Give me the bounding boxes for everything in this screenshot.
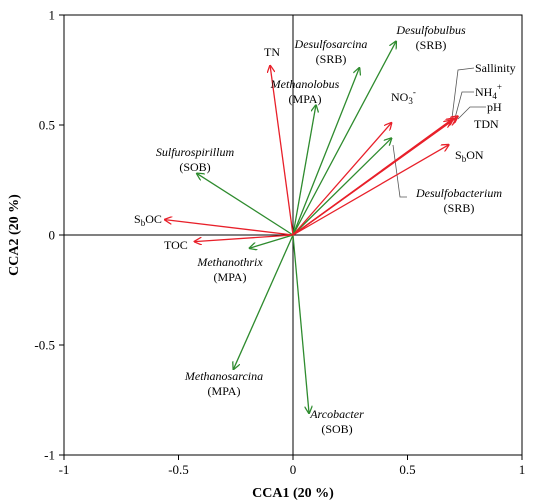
species-label-methanosarcina: Methanosarcina bbox=[184, 369, 263, 383]
env-label-main: S bbox=[455, 148, 462, 162]
environmental-vectors bbox=[165, 66, 458, 242]
env-label-main: NH bbox=[475, 85, 493, 99]
species-group-methanothrix: (MPA) bbox=[214, 270, 247, 284]
species-label-methanothrix: Methanothrix bbox=[196, 255, 263, 269]
env-label-sup: + bbox=[497, 82, 502, 92]
env-label-main: TOC bbox=[164, 238, 188, 252]
x-tick-label: 0 bbox=[290, 462, 297, 477]
species-arrow-desulfobacterium bbox=[292, 138, 391, 236]
species-label-desulfobulbus: Desulfobulbus bbox=[395, 23, 466, 37]
env-label-sub: 4 bbox=[492, 91, 497, 101]
x-tick-label: 0.5 bbox=[399, 462, 415, 477]
x-tick-label: -0.5 bbox=[168, 462, 189, 477]
label-leader-lines bbox=[392, 67, 486, 198]
env-label-sub: 3 bbox=[408, 96, 413, 106]
vector-labels: TNNO3-SallinityNH4+pHTDNSbONSbOCTOCDesul… bbox=[134, 23, 516, 436]
env-label-main: NO bbox=[391, 90, 409, 104]
env-label-main: pH bbox=[487, 100, 502, 114]
species-label-arcobacter: Arcobacter bbox=[309, 407, 364, 421]
env-arrow-no3 bbox=[292, 123, 391, 236]
env-label-main: Sallinity bbox=[475, 61, 516, 75]
env-label-nh4: NH4+ bbox=[475, 82, 502, 101]
species-label-desulfosarcina: Desulfosarcina bbox=[294, 37, 368, 51]
y-tick-label: -1 bbox=[44, 448, 55, 463]
env-label-main: TDN bbox=[474, 117, 499, 131]
y-tick-label: 0 bbox=[49, 228, 56, 243]
y-axis-title: CCA2 (20 %) bbox=[7, 194, 22, 276]
species-group-methanolobus: (MPA) bbox=[289, 92, 322, 106]
species-arrow-methanosarcina bbox=[233, 234, 294, 369]
env-label-suffix: ON bbox=[466, 148, 484, 162]
species-group-sulfurospirillum: (SOB) bbox=[179, 160, 210, 174]
y-tick-label: 1 bbox=[49, 8, 56, 23]
env-label-toc: TOC bbox=[164, 238, 188, 252]
species-arrow-sulfurospirillum bbox=[197, 173, 294, 236]
env-label-tn: TN bbox=[264, 45, 280, 59]
species-group-desulfosarcina: (SRB) bbox=[316, 52, 347, 66]
species-arrow-arcobacter bbox=[292, 234, 309, 413]
leader-line bbox=[392, 144, 407, 198]
env-arrow-toc bbox=[195, 234, 294, 242]
env-label-sboc: SbOC bbox=[134, 212, 162, 228]
env-label-sub: b bbox=[141, 218, 146, 228]
species-label-methanolobus: Methanolobus bbox=[270, 77, 340, 91]
x-tick-label: -1 bbox=[59, 462, 70, 477]
species-arrow-desulfobulbus bbox=[292, 41, 396, 236]
y-tick-label: 0.5 bbox=[39, 118, 55, 133]
species-vectors bbox=[197, 41, 396, 413]
species-arrow-methanothrix bbox=[249, 234, 294, 248]
species-label-sulfurospirillum: Sulfurospirillum bbox=[156, 145, 235, 159]
leader-line bbox=[451, 67, 475, 119]
env-arrow-tn bbox=[270, 66, 294, 236]
y-tick-label: -0.5 bbox=[34, 338, 55, 353]
leader-line bbox=[454, 91, 474, 119]
leader-line bbox=[457, 106, 486, 120]
species-arrow-desulfosarcina bbox=[292, 68, 359, 236]
env-label-ph: pH bbox=[487, 100, 502, 114]
env-label-sbon: SbON bbox=[455, 148, 484, 164]
species-group-desulfobulbus: (SRB) bbox=[416, 38, 447, 52]
species-arrow-methanolobus bbox=[292, 105, 316, 236]
species-group-methanosarcina: (MPA) bbox=[208, 384, 241, 398]
env-arrow-tdn bbox=[292, 116, 458, 236]
env-label-suffix: OC bbox=[145, 212, 162, 226]
axis-ticks: -1 -0.5 0 0.5 1 -1 -0.5 0 0.5 1 bbox=[34, 8, 525, 478]
x-axis-title: CCA1 (20 %) bbox=[252, 486, 334, 501]
species-group-arcobacter: (SOB) bbox=[321, 422, 352, 436]
env-label-tdn: TDN bbox=[474, 117, 499, 131]
env-label-sub: b bbox=[462, 154, 467, 164]
env-label-no3: NO3- bbox=[391, 87, 416, 106]
env-label-sallinity: Sallinity bbox=[475, 61, 516, 75]
species-group-desulfobacterium: (SRB) bbox=[444, 201, 475, 215]
env-arrow-sboc bbox=[165, 220, 294, 236]
species-label-desulfobacterium: Desulfobacterium bbox=[415, 186, 502, 200]
x-tick-label: 1 bbox=[519, 462, 526, 477]
env-label-main: S bbox=[134, 212, 141, 226]
env-label-sup: - bbox=[413, 87, 416, 97]
env-label-main: TN bbox=[264, 45, 280, 59]
env-arrow-sbon bbox=[292, 145, 449, 236]
